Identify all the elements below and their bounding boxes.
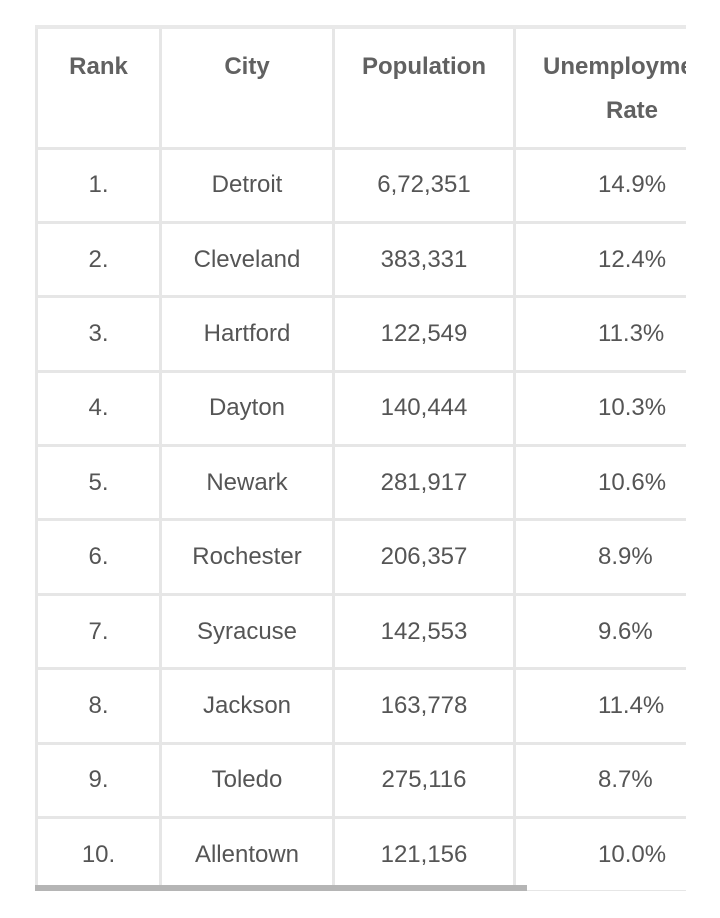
population-cell: 142,553 (332, 594, 515, 671)
table-scroll-container[interactable]: Rank City Population Unemployme Rate 1. … (35, 25, 686, 891)
unemployment-rate-cell: 8.7% (513, 743, 686, 820)
population-cell: 140,444 (332, 371, 515, 448)
rank-cell: 5. (35, 445, 161, 522)
city-cell: Dayton (159, 371, 334, 448)
table-row: 7. Syracuse 142,553 9.6% (35, 594, 686, 671)
table-row: 6. Rochester 206,357 8.9% (35, 519, 686, 596)
population-cell: 163,778 (332, 668, 515, 745)
unemployment-rate-cell: 12.4% (513, 222, 686, 299)
table-row: 1. Detroit 6,72,351 14.9% (35, 148, 686, 224)
unemployment-rate-cell: 11.4% (513, 668, 686, 745)
table-row: 2. Cleveland 383,331 12.4% (35, 222, 686, 299)
city-cell: Newark (159, 445, 334, 522)
population-cell: 281,917 (332, 445, 515, 522)
population-cell: 383,331 (332, 222, 515, 299)
population-cell: 122,549 (332, 296, 515, 373)
population-cell: 275,116 (332, 743, 515, 820)
column-header-unemployment-line1: Unemployme (543, 53, 686, 80)
city-cell: Jackson (159, 668, 334, 745)
population-cell: 6,72,351 (332, 148, 515, 224)
city-cell: Detroit (159, 148, 334, 224)
city-cell: Syracuse (159, 594, 334, 671)
table-row: 3. Hartford 122,549 11.3% (35, 296, 686, 373)
horizontal-scrollbar-thumb[interactable] (35, 885, 527, 891)
table-row: 5. Newark 281,917 10.6% (35, 445, 686, 522)
population-cell: 121,156 (332, 817, 515, 891)
unemployment-rate-cell: 11.3% (513, 296, 686, 373)
city-cell: Hartford (159, 296, 334, 373)
rank-cell: 7. (35, 594, 161, 671)
unemployment-rate-cell: 10.3% (513, 371, 686, 448)
population-cell: 206,357 (332, 519, 515, 596)
rank-cell: 6. (35, 519, 161, 596)
rank-cell: 9. (35, 743, 161, 820)
city-cell: Cleveland (159, 222, 334, 299)
rank-cell: 2. (35, 222, 161, 299)
column-header-city: City (159, 29, 334, 150)
unemployment-rate-cell: 10.6% (513, 445, 686, 522)
table-row: 4. Dayton 140,444 10.3% (35, 371, 686, 448)
rank-cell: 8. (35, 668, 161, 745)
column-header-unemployment-rate: Unemployme Rate (513, 29, 686, 150)
city-cell: Toledo (159, 743, 334, 820)
column-header-population: Population (332, 29, 515, 150)
header-row: Rank City Population Unemployme Rate (35, 29, 686, 150)
city-cell: Allentown (159, 817, 334, 891)
rank-cell: 10. (35, 817, 161, 891)
table-row: 8. Jackson 163,778 11.4% (35, 668, 686, 745)
column-header-rank: Rank (35, 29, 161, 150)
table-row: 9. Toledo 275,116 8.7% (35, 743, 686, 820)
unemployment-rate-cell: 14.9% (513, 148, 686, 224)
rank-cell: 4. (35, 371, 161, 448)
rank-cell: 3. (35, 296, 161, 373)
table-body: 1. Detroit 6,72,351 14.9% 2. Cleveland 3… (35, 148, 686, 891)
unemployment-rate-cell: 10.0% (513, 817, 686, 891)
column-header-unemployment-line2: Rate (606, 97, 659, 124)
table-header: Rank City Population Unemployme Rate (35, 29, 686, 150)
rank-cell: 1. (35, 148, 161, 224)
unemployment-rate-cell: 9.6% (513, 594, 686, 671)
table-row: 10. Allentown 121,156 10.0% (35, 817, 686, 891)
city-cell: Rochester (159, 519, 334, 596)
unemployment-table: Rank City Population Unemployme Rate 1. … (35, 29, 686, 891)
unemployment-rate-cell: 8.9% (513, 519, 686, 596)
